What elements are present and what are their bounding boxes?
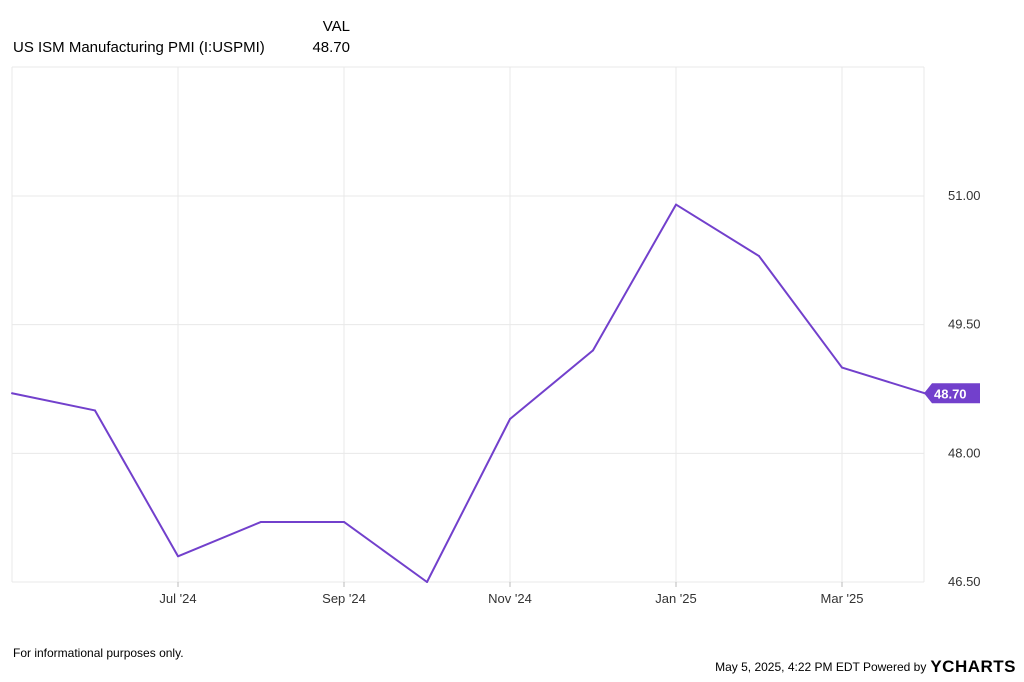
grid: [11, 66, 925, 587]
data-point[interactable]: [509, 418, 511, 421]
ycharts-logo-text: YCHARTS: [930, 657, 1016, 676]
x-tick-label: Sep '24: [322, 591, 366, 606]
data-point[interactable]: [94, 409, 96, 412]
data-point[interactable]: [260, 520, 262, 523]
x-tick-label: Jul '24: [159, 591, 196, 606]
y-tick-label: 48.00: [948, 445, 981, 460]
y-tick-label: 51.00: [948, 188, 981, 203]
data-point[interactable]: [426, 581, 428, 583]
y-tick-label: 46.50: [948, 574, 981, 589]
x-tick-label: Nov '24: [488, 591, 532, 606]
x-tick-label: Mar '25: [821, 591, 864, 606]
data-point[interactable]: [841, 366, 843, 369]
data-point[interactable]: [11, 392, 13, 395]
disclaimer-text: For informational purposes only.: [13, 646, 184, 660]
last-value-tag-layer: 48.70: [924, 383, 980, 404]
data-point[interactable]: [592, 349, 594, 352]
y-tick-label: 49.50: [948, 317, 981, 332]
timestamp-text: May 5, 2025, 4:22 PM EDT Powered by: [715, 660, 927, 674]
legend-series-name[interactable]: US ISM Manufacturing PMI (I:USPMI): [13, 39, 265, 56]
legend-column-header: VAL: [322, 18, 350, 35]
tick-labels: 51.00 49.50 48.00 46.50 Jul '24 Sep '24 Nov '2…: [159, 188, 980, 606]
attribution: May 5, 2025, 4:22 PM EDT Powered by YCHA…: [715, 657, 1016, 677]
x-tick-label: Jan '25: [655, 591, 697, 606]
last-value-label: 48.70: [934, 386, 967, 401]
data-point[interactable]: [343, 520, 345, 523]
data-point[interactable]: [675, 203, 677, 206]
ycharts-logo[interactable]: YCHARTS: [930, 657, 1016, 677]
series-layer: [11, 203, 926, 583]
data-point[interactable]: [177, 555, 179, 558]
data-point[interactable]: [758, 255, 760, 258]
legend-series-value: 48.70: [312, 39, 350, 56]
series-line[interactable]: [11, 203, 926, 583]
last-value-tag: [924, 383, 980, 404]
